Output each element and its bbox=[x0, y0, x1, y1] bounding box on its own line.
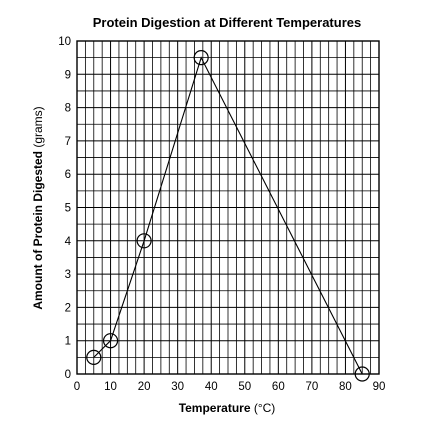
y-tick-label: 10 bbox=[58, 36, 71, 48]
data-point bbox=[193, 50, 209, 66]
y-axis-label: Amount of Protein Digested (grams) bbox=[31, 106, 45, 309]
plot-border bbox=[76, 40, 380, 375]
y-axis-label-unit: (grams) bbox=[31, 106, 45, 147]
x-tick-label: 70 bbox=[305, 381, 318, 393]
data-point bbox=[136, 233, 152, 249]
y-tick-label: 2 bbox=[65, 302, 71, 314]
data-series bbox=[86, 50, 370, 382]
x-tick-label: 30 bbox=[171, 381, 184, 393]
x-tick-label: 80 bbox=[339, 381, 352, 393]
y-tick-label: 0 bbox=[65, 369, 71, 381]
y-tick-label: 3 bbox=[65, 269, 71, 281]
chart-title: Protein Digestion at Different Temperatu… bbox=[93, 15, 361, 30]
x-tick-labels: 0 10 20 30 40 50 60 70 80 90 bbox=[74, 381, 386, 393]
y-tick-label: 5 bbox=[65, 203, 71, 215]
series-line bbox=[93, 56, 363, 375]
y-tick-label: 4 bbox=[65, 236, 72, 248]
data-point bbox=[102, 333, 119, 349]
y-tick-labels: 0 1 2 3 4 5 6 7 8 9 10 bbox=[58, 36, 71, 381]
y-tick-label: 8 bbox=[65, 103, 71, 115]
x-tick-label: 60 bbox=[272, 381, 285, 393]
x-tick-label: 10 bbox=[104, 381, 117, 393]
x-tick-label: 40 bbox=[205, 381, 218, 393]
y-tick-label: 1 bbox=[65, 336, 71, 348]
x-tick-label: 20 bbox=[138, 381, 151, 393]
data-point bbox=[354, 366, 370, 382]
grid bbox=[76, 40, 380, 375]
x-axis-label-unit: (°C) bbox=[254, 401, 275, 415]
y-tick-label: 7 bbox=[65, 136, 71, 148]
x-axis-label-main: Temperature bbox=[179, 401, 251, 415]
x-tick-label: 90 bbox=[373, 381, 386, 393]
y-tick-label: 9 bbox=[65, 69, 71, 81]
y-tick-label: 6 bbox=[65, 169, 71, 181]
x-tick-label: 0 bbox=[74, 381, 80, 393]
y-axis-label-main: Amount of Protein Digested bbox=[31, 151, 45, 310]
x-axis-label: Temperature (°C) bbox=[179, 401, 276, 415]
x-tick-label: 50 bbox=[238, 381, 251, 393]
data-point bbox=[86, 349, 102, 365]
